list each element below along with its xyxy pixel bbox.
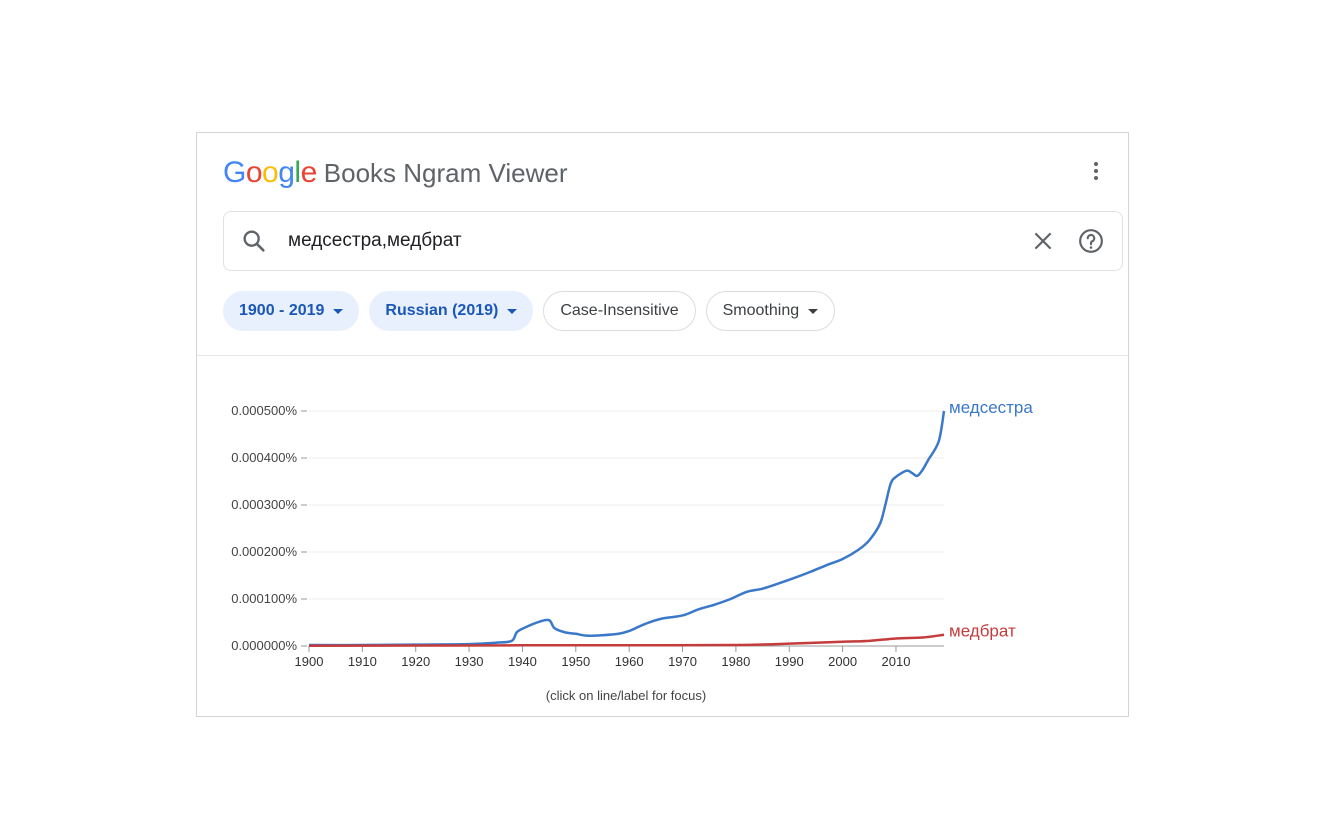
- logo-letter: l: [294, 156, 301, 189]
- y-tick-label: 0.000200%: [231, 544, 297, 559]
- x-tick-label: 1960: [615, 654, 644, 669]
- ngram-card: Google Books Ngram Viewer 1900 - 2019 Ru…: [196, 132, 1129, 717]
- chip-label: Case-Insensitive: [560, 302, 679, 319]
- app-title: Books Ngram Viewer: [323, 157, 568, 188]
- chip-year-range[interactable]: 1900 - 2019: [223, 291, 360, 331]
- filter-chips: 1900 - 2019 Russian (2019) Case-Insensit…: [223, 291, 836, 331]
- chip-label: 1900 - 2019: [239, 302, 325, 319]
- x-tick-label: 1950: [561, 654, 590, 669]
- chip-case-insensitive[interactable]: Case-Insensitive: [543, 291, 696, 331]
- y-tick-label: 0.000100%: [231, 591, 297, 606]
- google-logo[interactable]: Google: [223, 156, 317, 190]
- chevron-down-icon: [333, 308, 344, 314]
- y-tick-label: 0.000400%: [231, 450, 297, 465]
- x-tick-label: 1910: [348, 654, 377, 669]
- ngram-chart: 0.000000% 0.000100% 0.000200% 0.000300% 0.00…: [231, 398, 1033, 703]
- search-bar: [223, 211, 1123, 271]
- x-tick-label: 1980: [721, 654, 750, 669]
- chevron-down-icon: [808, 308, 819, 314]
- chip-corpus[interactable]: Russian (2019): [369, 291, 534, 331]
- help-icon[interactable]: [1078, 228, 1104, 254]
- logo-letter: o: [262, 156, 279, 189]
- more-vert-icon[interactable]: [1086, 159, 1106, 185]
- search-icon[interactable]: [240, 227, 268, 255]
- y-tick-label: 0.000000%: [231, 638, 297, 653]
- logo-letter: o: [245, 156, 263, 189]
- y-tick-label: 0.000500%: [231, 403, 297, 418]
- series-line[interactable]: [308, 633, 945, 648]
- header: Google Books Ngram Viewer: [223, 153, 568, 193]
- x-tick-label: 1900: [295, 654, 324, 669]
- series-line[interactable]: [308, 410, 946, 647]
- x-tick-label: 2000: [828, 654, 857, 669]
- series-label[interactable]: медбрат: [949, 622, 1016, 641]
- chevron-down-icon: [507, 308, 518, 314]
- x-tick-label: 1940: [508, 654, 537, 669]
- x-tick-label: 1970: [668, 654, 697, 669]
- chart-note: (click on line/label for focus): [546, 688, 706, 703]
- chip-label: Smoothing: [722, 302, 800, 319]
- x-tick-label: 1930: [455, 654, 484, 669]
- series-label[interactable]: медсестра: [949, 398, 1033, 417]
- y-tick-label: 0.000300%: [231, 497, 297, 512]
- x-tick-label: 1990: [775, 654, 804, 669]
- x-tick-label: 1920: [401, 654, 430, 669]
- logo-letter: g: [278, 156, 295, 189]
- logo-letter: e: [300, 156, 318, 189]
- chip-smoothing[interactable]: Smoothing: [705, 291, 836, 331]
- x-tick-label: 2010: [882, 654, 911, 669]
- divider: [197, 355, 1128, 356]
- search-input[interactable]: [286, 220, 1010, 262]
- close-icon[interactable]: [1030, 228, 1056, 254]
- chip-label: Russian (2019): [385, 302, 499, 319]
- logo-letter: G: [223, 156, 246, 189]
